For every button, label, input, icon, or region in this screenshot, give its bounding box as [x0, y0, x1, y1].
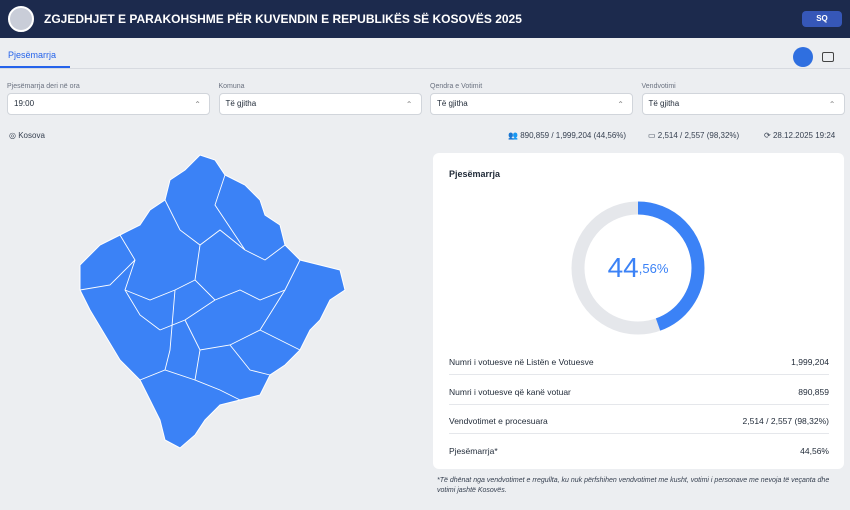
filter-select[interactable]: 19:00: [7, 93, 210, 115]
row-label: Pjesëmarrja*: [449, 445, 498, 456]
row-label: Vendvotimet e procesuara: [449, 416, 548, 426]
filter-label: Pjesëmarrja deri në ora: [7, 83, 80, 90]
voters-stat: 👥 890,859 / 1,999,204 (44,56%): [508, 131, 627, 140]
donut-chart: 44,56%: [571, 201, 705, 335]
summary-row: Vendvotimet e procesuara 2,514 / 2,557 (9…: [449, 405, 829, 434]
footnote: *Të dhënat nga vendvotimet e rregullta, …: [437, 477, 830, 494]
card-title: Pjesëmarrja: [449, 169, 501, 179]
header-title: ZGJEDHJET E PARAKOHSHME PËR KUVENDIN E R…: [44, 12, 522, 26]
stations-stat: ▭ 2,514 / 2,557 (98,32%): [648, 131, 740, 140]
filter-select[interactable]: Të gjitha: [218, 93, 422, 115]
participation-card: Pjesëmarrja 44,56% Numri i votuesve në L…: [433, 153, 844, 469]
filter-label: Qendra e Votimit: [430, 83, 483, 90]
row-value: 890,859: [798, 386, 829, 397]
filter-label: Komuna: [218, 83, 245, 90]
location: ◎ Kosova: [9, 131, 45, 140]
stations-text: 2,514 / 2,557 (98,32%): [657, 131, 740, 140]
language-button[interactable]: SQ: [802, 11, 842, 27]
row-value: 1,999,204: [791, 357, 829, 367]
row-label: Numri i votuesve që kanë votuar: [449, 386, 571, 397]
map-view-button[interactable]: [793, 47, 813, 67]
filter-select[interactable]: Të gjitha: [641, 93, 845, 115]
summary-row: Pjesëmarrja* 44,56%: [449, 435, 829, 464]
updated-stat: ⟳ 28.12.2025 19:24: [764, 131, 836, 140]
location-text: Kosova: [18, 131, 45, 140]
summary-row: Numri i votuesve në Listën e Votuesve 1,9…: [449, 346, 829, 375]
tab-underline: [0, 66, 70, 68]
updated-text: 28.12.2025 19:24: [772, 131, 836, 140]
header: ZGJEDHJET E PARAKOHSHME PËR KUVENDIN E R…: [0, 0, 850, 38]
table-view-button[interactable]: [822, 52, 834, 62]
donut-arc: [571, 201, 705, 335]
separator: [0, 68, 850, 69]
map: [79, 154, 346, 449]
filter-select[interactable]: Të gjitha: [430, 93, 633, 115]
tab[interactable]: Pjesëmarrja: [8, 50, 57, 60]
logo[interactable]: [8, 6, 34, 32]
donut-label: 44,56%: [608, 252, 669, 283]
summary-row: Numri i votuesve që kanë votuar 890,859: [449, 376, 829, 405]
municipality-borders: [79, 174, 301, 401]
filter-label: Vendvotimi: [641, 83, 676, 90]
row-value: 44,56%: [800, 445, 829, 456]
donut-integer: 44: [608, 252, 639, 283]
row-label: Numri i votuesve në Listën e Votuesve: [449, 357, 594, 367]
voters-text: 890,859 / 1,999,204 (44,56%): [520, 131, 627, 140]
row-value: 2,514 / 2,557 (98,32%): [742, 416, 829, 426]
donut-decimal: ,56%: [639, 261, 669, 276]
